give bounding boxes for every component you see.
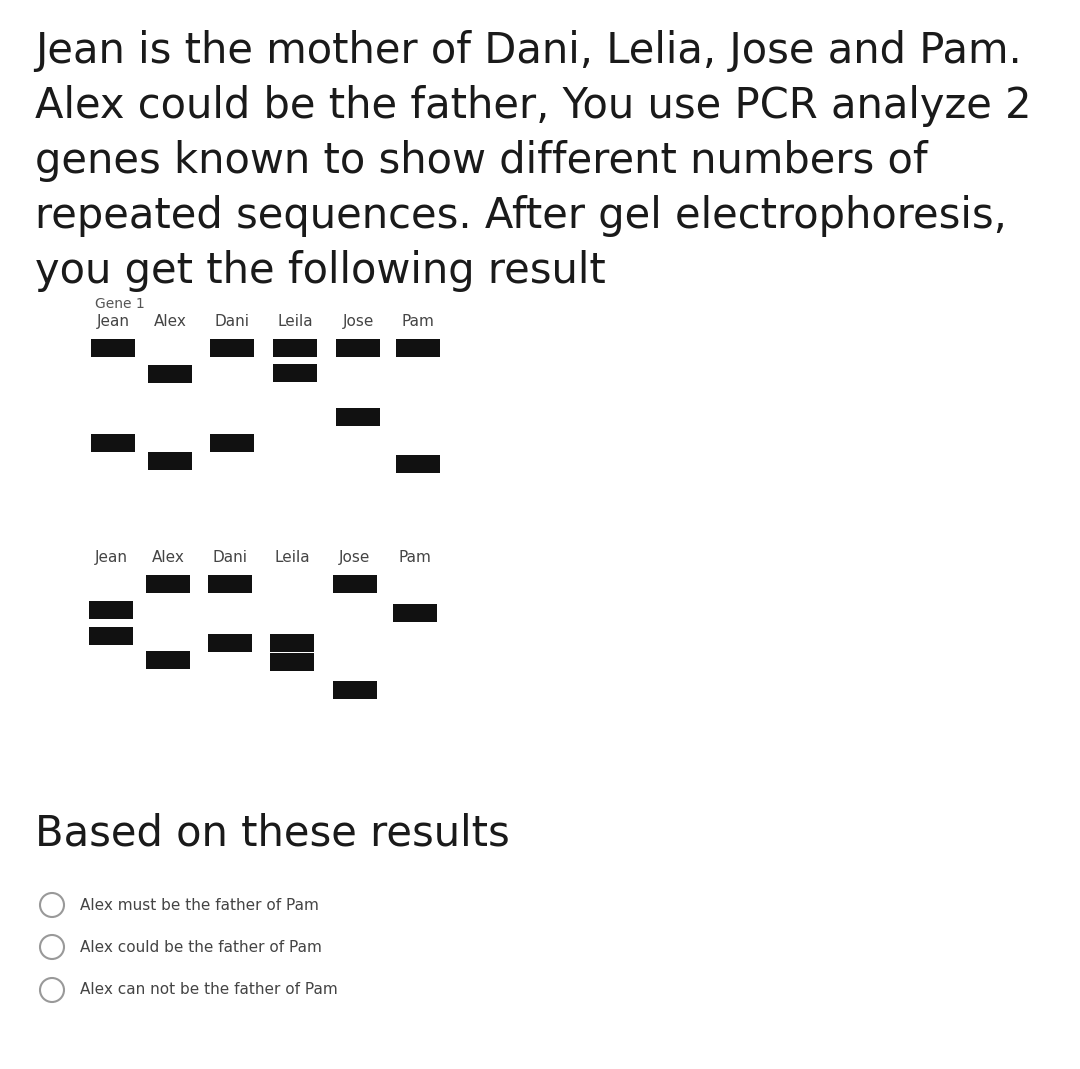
- Bar: [273, 339, 318, 357]
- Bar: [148, 365, 192, 383]
- Text: Dani: Dani: [213, 549, 247, 566]
- Text: Based on these results: Based on these results: [35, 814, 510, 855]
- Text: Alex could be the father, You use PCR analyze 2: Alex could be the father, You use PCR an…: [35, 86, 1031, 127]
- Bar: [91, 339, 135, 357]
- Text: genes known to show different numbers of: genes known to show different numbers of: [35, 140, 928, 182]
- Text: Alex: Alex: [151, 549, 185, 566]
- Bar: [210, 339, 254, 357]
- Bar: [336, 339, 380, 357]
- Circle shape: [40, 893, 64, 917]
- Bar: [270, 634, 314, 652]
- Text: Alex could be the father of Pam: Alex could be the father of Pam: [80, 940, 322, 955]
- Text: Pam: Pam: [402, 314, 434, 329]
- Bar: [333, 575, 377, 593]
- Bar: [396, 455, 440, 472]
- Bar: [333, 681, 377, 699]
- Bar: [210, 434, 254, 452]
- Text: Leila: Leila: [278, 314, 313, 329]
- Text: Jean is the mother of Dani, Lelia, Jose and Pam.: Jean is the mother of Dani, Lelia, Jose …: [35, 30, 1022, 72]
- Text: Gene 1: Gene 1: [95, 297, 145, 311]
- Bar: [396, 339, 440, 357]
- Bar: [273, 365, 318, 382]
- Bar: [208, 634, 252, 652]
- Circle shape: [40, 935, 64, 959]
- Text: Jose: Jose: [339, 549, 370, 566]
- Bar: [393, 604, 437, 622]
- Bar: [89, 601, 133, 619]
- Bar: [91, 434, 135, 452]
- Bar: [336, 408, 380, 427]
- Text: Pam: Pam: [399, 549, 431, 566]
- Bar: [89, 628, 133, 645]
- Text: repeated sequences. After gel electrophoresis,: repeated sequences. After gel electropho…: [35, 195, 1007, 237]
- Text: Leila: Leila: [274, 549, 310, 566]
- Bar: [146, 575, 190, 593]
- Bar: [208, 575, 252, 593]
- Text: Alex must be the father of Pam: Alex must be the father of Pam: [80, 898, 319, 913]
- Text: Jean: Jean: [96, 314, 130, 329]
- Text: Alex can not be the father of Pam: Alex can not be the father of Pam: [80, 982, 338, 997]
- Bar: [270, 653, 314, 671]
- Text: Dani: Dani: [215, 314, 249, 329]
- Circle shape: [40, 978, 64, 1002]
- Bar: [148, 452, 192, 470]
- Text: Jose: Jose: [342, 314, 374, 329]
- Text: you get the following result: you get the following result: [35, 250, 606, 292]
- Text: Jean: Jean: [95, 549, 127, 566]
- Text: Alex: Alex: [153, 314, 187, 329]
- Bar: [146, 651, 190, 669]
